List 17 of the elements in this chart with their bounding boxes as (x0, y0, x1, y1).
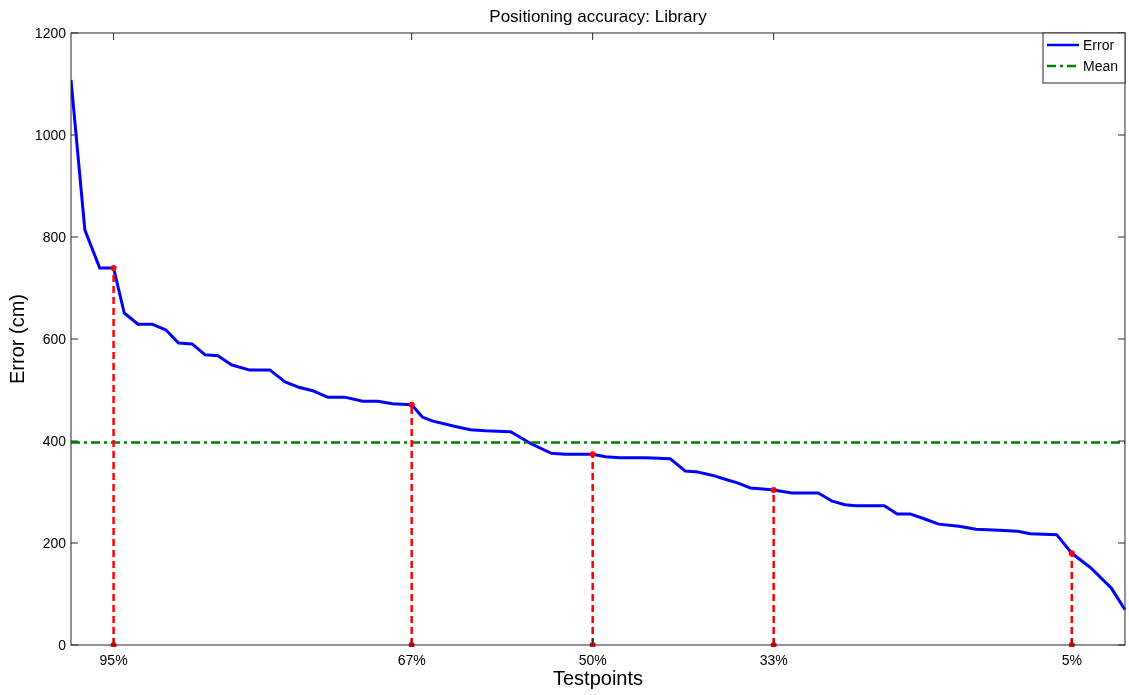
chart-title: Positioning accuracy: Library (489, 7, 708, 26)
y-tick-label: 0 (58, 636, 67, 653)
x-tick-label: 67% (397, 652, 426, 668)
x-tick-label: 50% (578, 652, 607, 668)
x-tick-label: 33% (759, 652, 788, 668)
legend-label: Mean (1083, 57, 1119, 74)
y-tick-label: 1000 (34, 126, 67, 143)
y-tick-label: 1200 (34, 24, 67, 41)
y-tick-label: 600 (42, 330, 67, 347)
y-axis-title: Error (cm) (6, 294, 28, 384)
y-tick-label: 400 (42, 432, 67, 449)
x-axis-title: Testpoints (552, 667, 644, 689)
y-tick-label: 200 (42, 534, 67, 551)
x-tick-label: 5% (1061, 652, 1082, 668)
x-tick-label: 95% (99, 652, 128, 668)
y-tick-label: 800 (42, 228, 67, 245)
legend-label: Error (1083, 36, 1115, 53)
